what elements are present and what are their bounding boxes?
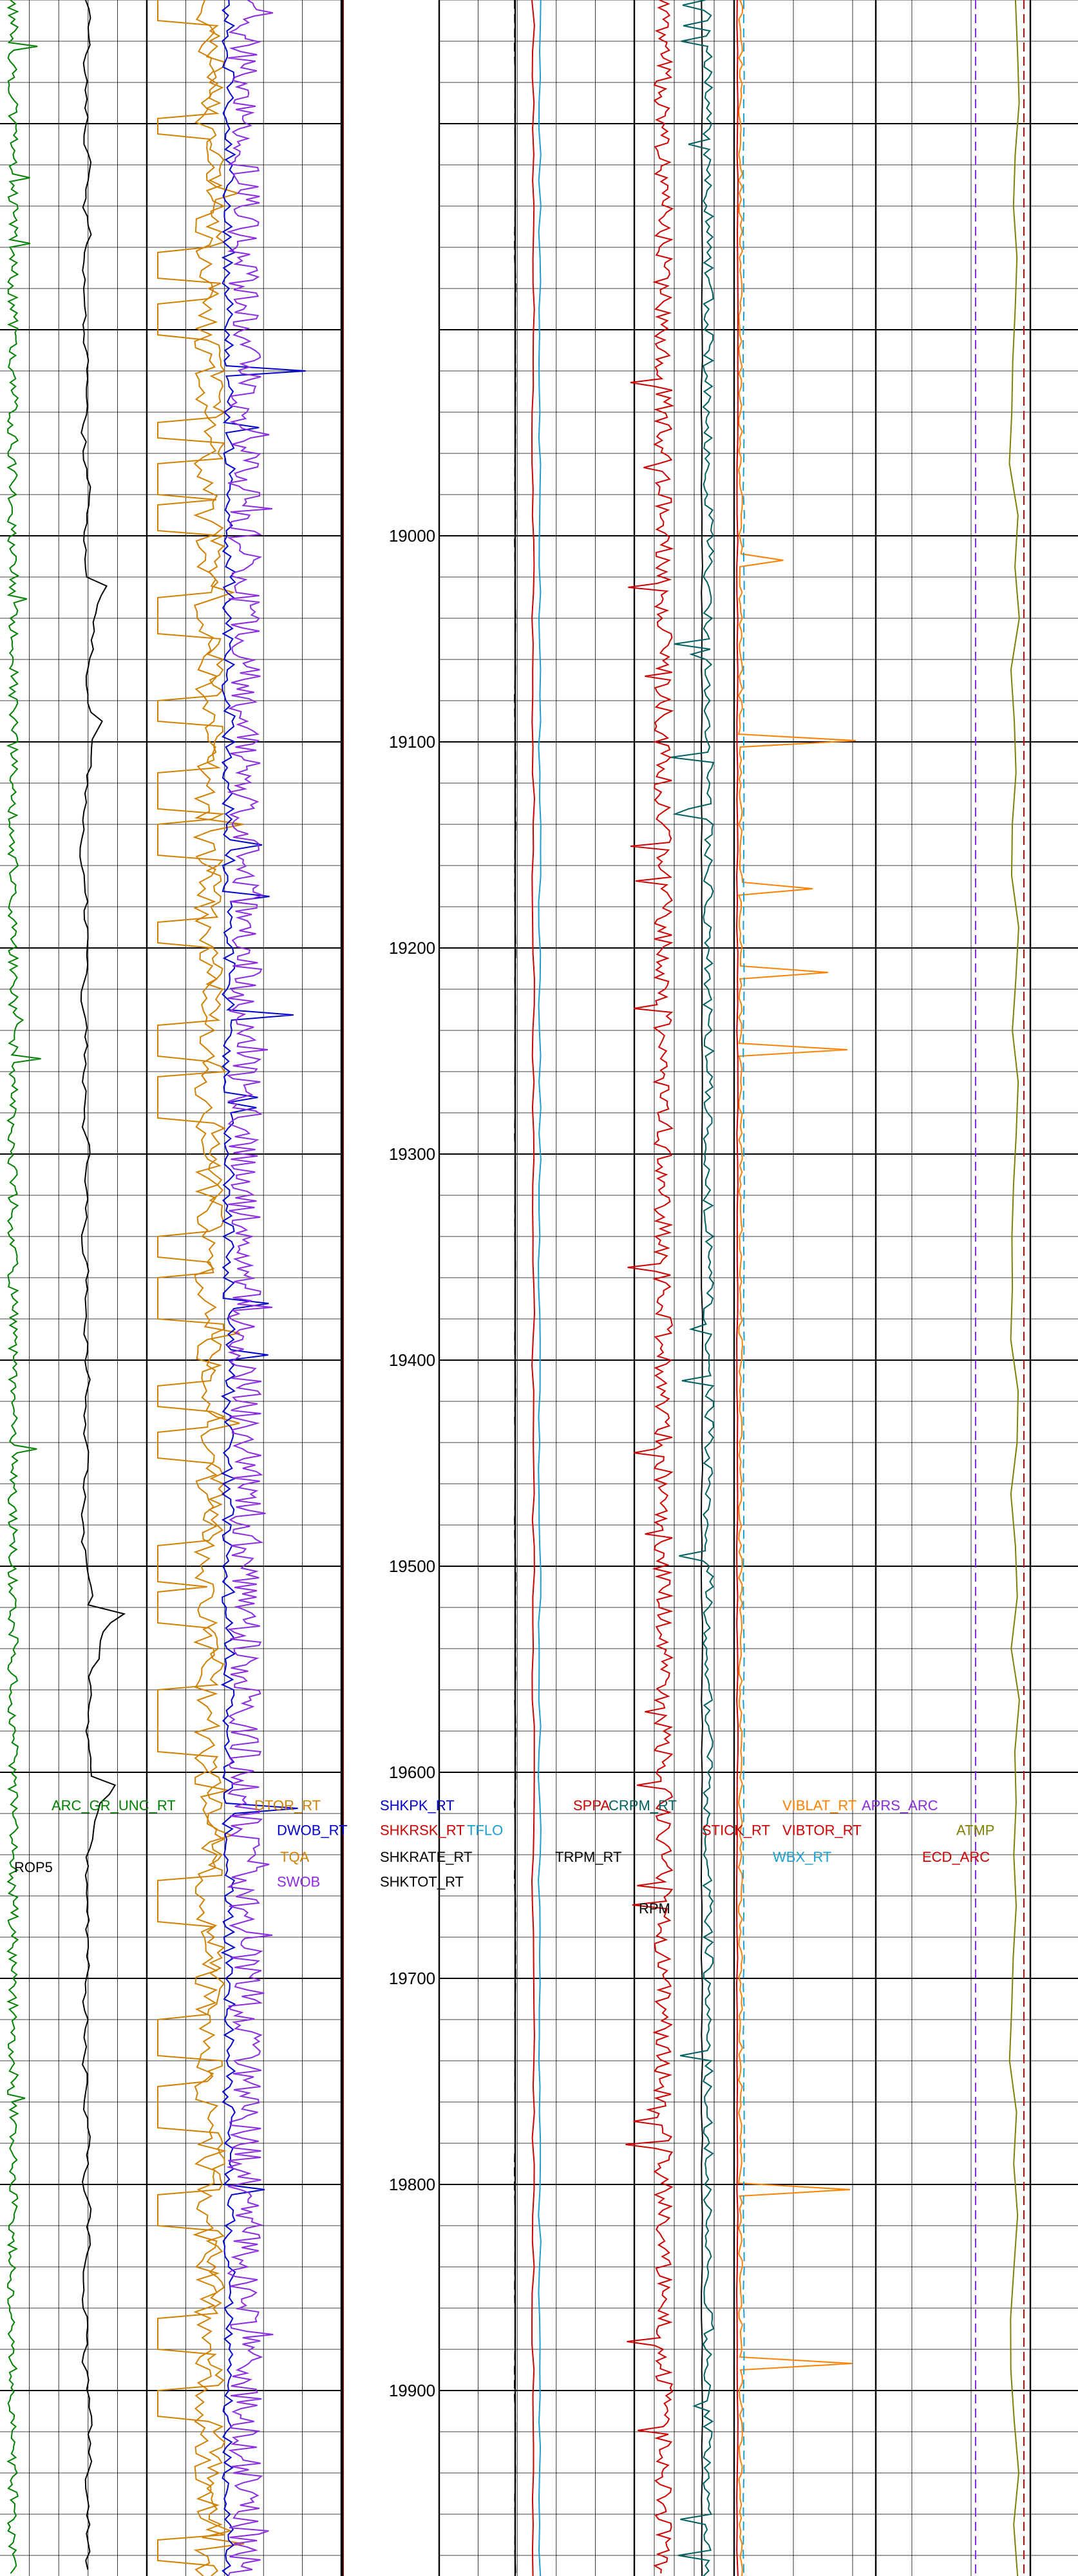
curve-label-aprs-arc: APRS_ARC: [862, 1797, 938, 1814]
series-wbx-rt: [742, 0, 746, 2576]
curve-label-shkrate-rt: SHKRATE_RT: [380, 1849, 472, 1865]
curve-label-stick-rt: STICK_RT: [702, 1823, 770, 1839]
series-crpm-rt: [670, 0, 715, 2576]
series-tqa: [192, 0, 245, 2576]
series-atmp: [1008, 0, 1020, 2576]
curve-label-sppa: SPPA: [573, 1797, 610, 1814]
curve-label-crpm-rt: CRPM_RT: [609, 1797, 677, 1814]
curve-label-swob: SWOB: [277, 1874, 320, 1890]
series-arc-gr-unc-rt: [6, 0, 41, 2574]
curve-label-wbx-rt: WBX_RT: [773, 1849, 831, 1865]
curve-label-trpm-rt: TRPM_RT: [555, 1849, 622, 1865]
series-rop5: [79, 0, 126, 2570]
series-tflo: [537, 0, 542, 2576]
depth-tick-label: 19300: [389, 1144, 435, 1164]
depth-tick-label: 19600: [389, 1763, 435, 1782]
curve-label-dwob-rt: DWOB_RT: [277, 1823, 348, 1839]
curve-label-ecd-arc: ECD_ARC: [922, 1849, 990, 1865]
depth-tick-label: 19500: [389, 1557, 435, 1576]
curve-label-vibtor-rt: VIBTOR_RT: [782, 1823, 862, 1839]
depth-tick-label: 19100: [389, 732, 435, 752]
depth-tick-label: 19700: [389, 1969, 435, 1988]
curve-label-shkrsk-rt: SHKRSK_RT: [380, 1823, 465, 1839]
series-trpm-rt: [513, 0, 517, 2576]
curve-label-dtor-rt: DTOR_RT: [254, 1797, 321, 1814]
depth-labels: 19000 19100 19200 19300 19400 19500 19600 19700…: [389, 526, 435, 2400]
curve-label-tflo: TFLO: [467, 1823, 503, 1839]
depth-tick-label: 19000: [389, 526, 435, 545]
depth-tick-label: 19800: [389, 2175, 435, 2194]
series-sppa: [531, 0, 536, 2576]
series-stick-rt: [625, 0, 674, 2574]
curve-label-viblat-rt: VIBLAT_RT: [782, 1797, 856, 1814]
curve-labels: ARC_GR_UNC_RT ROP5 DTOR_RT DWOB_RT TQA SWOB SH…: [14, 1797, 994, 1917]
series-viblat-rt: [737, 0, 856, 2576]
curve-label-rpm: RPM: [639, 1900, 670, 1917]
depth-tick-label: 19200: [389, 938, 435, 958]
depth-tick-label: 19900: [389, 2381, 435, 2400]
curves: [6, 0, 1025, 2576]
curve-label-rop5: ROP5: [14, 1859, 53, 1875]
curve-label-shktot-rt: SHKTOT_RT: [380, 1874, 464, 1890]
depth-tick-label: 19400: [389, 1350, 435, 1370]
curve-label-arc-gr-unc-rt: ARC_GR_UNC_RT: [52, 1797, 176, 1814]
series-dtor-rt: [157, 0, 227, 2576]
series-swob: [226, 0, 274, 2576]
curve-label-shkpk-rt: SHKPK_RT: [380, 1797, 455, 1814]
curve-label-atmp: ATMP: [956, 1823, 994, 1839]
series-vibtor-rt: [735, 0, 739, 2576]
series-rpm: [700, 0, 704, 2576]
curve-label-tqa: TQA: [280, 1849, 310, 1865]
